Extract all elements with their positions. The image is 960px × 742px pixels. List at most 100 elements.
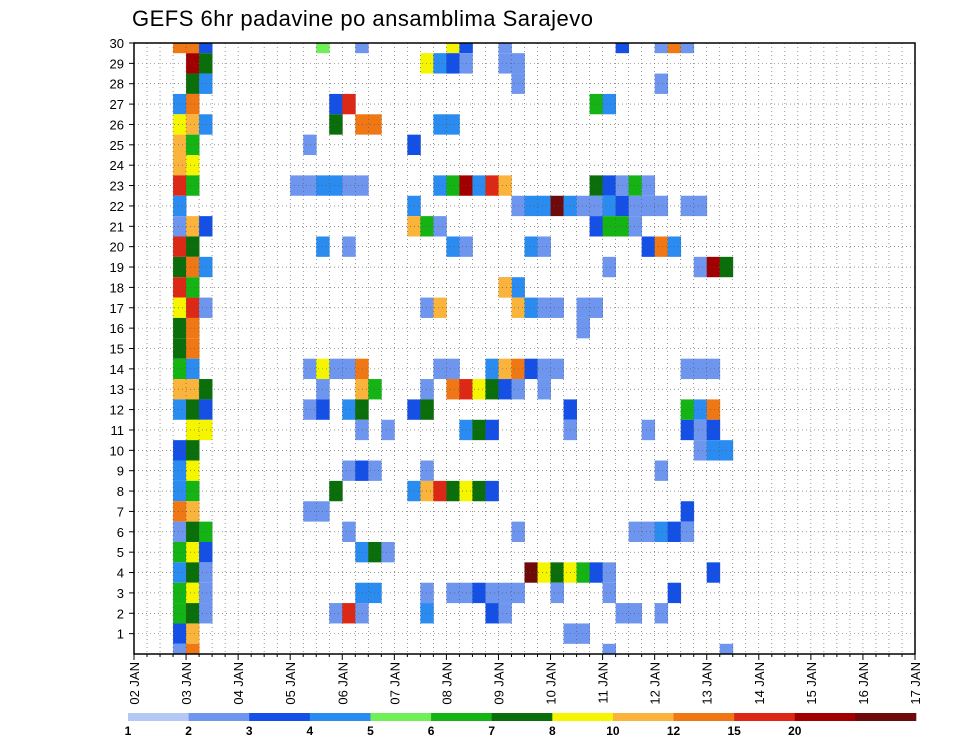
heat-cell	[186, 236, 200, 257]
heat-cell	[199, 297, 213, 318]
heat-cell	[368, 541, 382, 563]
heat-cell	[524, 358, 538, 380]
colorbar-label: 7	[488, 724, 495, 738]
y-tick-label: 2	[117, 606, 124, 621]
heat-cell	[186, 501, 200, 522]
heat-cell	[706, 562, 721, 583]
heat-cell	[485, 358, 499, 380]
heat-cell	[459, 43, 473, 54]
heat-cell	[550, 358, 564, 380]
heat-cell	[173, 236, 187, 257]
heat-cell	[472, 582, 486, 604]
heat-cell	[186, 175, 200, 196]
heat-cell	[355, 43, 369, 54]
heat-cell	[706, 419, 721, 441]
heat-cell	[199, 582, 213, 604]
heat-cell	[329, 603, 343, 624]
heat-cell	[355, 399, 369, 420]
heat-cell	[355, 419, 369, 441]
heat-cell	[186, 623, 200, 644]
heat-cell	[550, 195, 564, 217]
colorbar-swatch	[794, 713, 856, 721]
heat-cell	[303, 399, 317, 420]
heat-cell	[498, 53, 512, 74]
heat-cell	[173, 317, 187, 339]
x-tick-label: 14 JAN	[752, 662, 767, 705]
heat-cell	[199, 43, 213, 54]
colorbar-swatch	[431, 713, 492, 721]
x-tick-label: 03 JAN	[179, 662, 194, 705]
heat-cell	[342, 460, 356, 481]
heat-cell	[199, 256, 213, 278]
x-tick-label: 07 JAN	[387, 662, 402, 705]
heat-cell	[680, 521, 695, 542]
heat-cell	[420, 379, 434, 400]
heat-cell	[173, 338, 187, 359]
y-tick-label: 18	[110, 280, 124, 295]
heat-cell	[303, 175, 317, 196]
heat-cell	[186, 216, 200, 237]
y-tick-label: 17	[110, 301, 124, 316]
heat-cell	[485, 175, 499, 196]
heat-cell	[355, 358, 369, 380]
heat-cell	[199, 379, 213, 400]
heat-cell	[199, 114, 213, 135]
heat-cell	[693, 358, 708, 380]
heat-cell	[693, 399, 708, 420]
heat-cell	[342, 236, 356, 257]
y-tick-label: 27	[110, 97, 124, 112]
heat-cell	[641, 521, 656, 542]
heat-cell	[173, 582, 187, 604]
heat-cell	[498, 43, 512, 54]
heat-cell	[524, 236, 538, 257]
y-tick-label: 3	[117, 586, 124, 601]
heat-cell	[186, 43, 200, 54]
heat-cell	[446, 236, 460, 257]
y-tick-label: 6	[117, 525, 124, 540]
heat-cell	[420, 53, 434, 74]
heat-cell	[706, 256, 721, 278]
colorbar-swatch	[309, 713, 371, 721]
heat-cell	[628, 175, 643, 196]
heat-cell	[498, 358, 512, 380]
heat-cell	[173, 155, 187, 176]
heat-cell	[173, 562, 187, 583]
heat-cell	[472, 379, 486, 400]
heat-cell	[173, 541, 187, 563]
heat-cell	[199, 216, 213, 237]
heat-cell	[576, 297, 590, 318]
y-tick-label: 25	[110, 138, 124, 153]
heat-cell	[693, 419, 708, 441]
heat-cell	[550, 582, 564, 604]
heat-cell	[589, 93, 603, 115]
y-tick-label: 15	[110, 342, 124, 357]
y-tick-label: 29	[110, 56, 124, 71]
heat-cell	[186, 582, 200, 604]
heat-cell	[199, 541, 213, 563]
heat-cell	[186, 358, 200, 380]
heat-cell	[680, 43, 695, 54]
colorbar-label: 3	[246, 724, 253, 738]
heat-cell	[537, 195, 551, 217]
heat-cell	[446, 358, 460, 380]
y-tick-label: 23	[110, 179, 124, 194]
colorbar-label: 4	[307, 724, 314, 738]
heat-cell	[602, 562, 617, 583]
colorbar-swatch	[855, 713, 917, 721]
heat-cell	[602, 195, 617, 217]
heat-cell	[186, 73, 200, 94]
heat-cell	[420, 460, 434, 481]
heat-cell	[680, 358, 695, 380]
heat-cell	[420, 480, 434, 502]
chart-title: GEFS 6hr padavine po ansamblima Sarajevo	[132, 6, 594, 31]
heat-cell	[173, 216, 187, 237]
heat-cell	[485, 379, 499, 400]
heat-cell	[186, 256, 200, 278]
heat-cell	[615, 43, 630, 54]
colorbar-swatch	[188, 713, 250, 721]
heat-cell	[186, 643, 200, 654]
heat-cell	[654, 236, 669, 257]
colorbar-label: 1	[125, 724, 132, 738]
heat-cell	[654, 195, 669, 217]
heat-cell	[368, 114, 382, 135]
